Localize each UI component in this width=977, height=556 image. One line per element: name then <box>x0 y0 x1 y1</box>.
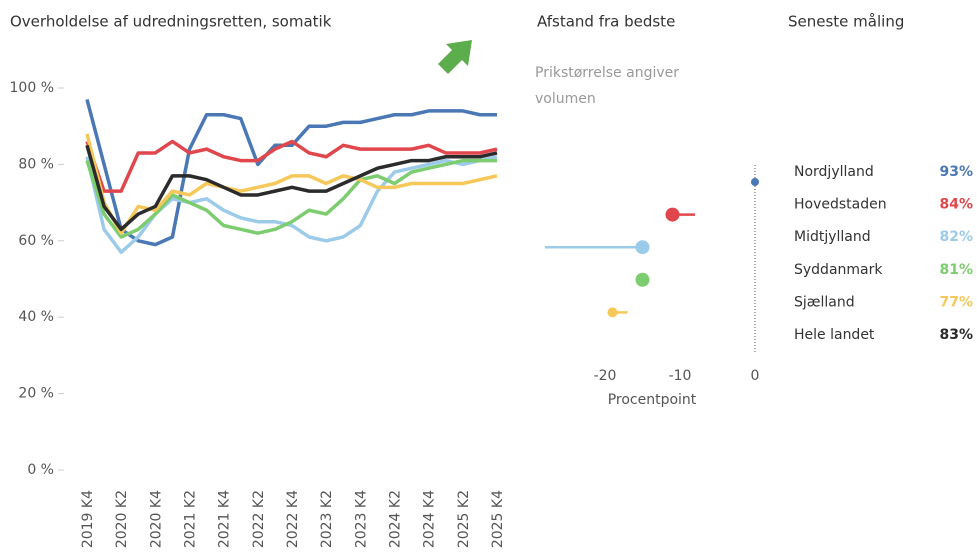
series-line <box>85 139 498 193</box>
list-title: Seneste måling <box>788 13 904 31</box>
y-tick-label: 80 % <box>18 156 54 172</box>
trend-arrow <box>438 40 472 74</box>
dot-chart-subtitle-box: Prikstørrelse angiver volumen <box>535 65 679 107</box>
arrow-icon <box>438 40 472 74</box>
row-name: Sjælland <box>794 294 855 310</box>
row-value: 82% <box>939 229 973 245</box>
y-tick-label: 100 % <box>10 80 54 96</box>
row-value: 93% <box>939 164 973 180</box>
row-name: Midtjylland <box>794 229 871 245</box>
x-tick-label: 2025 K2 <box>456 490 472 548</box>
series-line <box>85 158 497 239</box>
row-name: Nordjylland <box>794 164 874 180</box>
x-tick-label: 2025 K4 <box>490 490 506 548</box>
y-tick-label: 40 % <box>18 309 54 325</box>
x-tick-label: 2022 K4 <box>285 490 301 548</box>
y-tick-label: 0 % <box>27 462 54 478</box>
x-tick-label: 2020 K2 <box>114 490 130 548</box>
x-tick-label: 2021 K4 <box>217 490 233 548</box>
x-tick-label: 2024 K4 <box>422 490 438 548</box>
dot-chart-title: Afstand fra bedste <box>537 13 675 31</box>
x-tick-label: 0 <box>751 368 760 384</box>
dot <box>607 307 618 318</box>
x-tick-label: 2020 K4 <box>148 490 164 548</box>
row-value: 84% <box>939 197 973 213</box>
row-value: 77% <box>939 294 973 310</box>
x-tick-label: 2024 K2 <box>388 490 404 548</box>
x-tick-label: 2023 K4 <box>353 490 369 548</box>
series-line <box>85 144 498 232</box>
row-name: Syddanmark <box>794 262 883 278</box>
row-name: Hovedstaden <box>794 197 887 213</box>
x-axis-label: Procentpoint <box>608 392 697 408</box>
series-line <box>85 155 498 255</box>
series-line <box>85 99 497 247</box>
dot <box>751 178 759 186</box>
dot-chart-subtitle: Prikstørrelse angiver volumen <box>535 65 679 107</box>
x-tick-label: -20 <box>594 368 617 384</box>
row-value: 81% <box>939 262 973 278</box>
dot <box>635 272 650 287</box>
x-tick-label: 2019 K4 <box>80 490 96 548</box>
x-tick-label: -10 <box>669 368 692 384</box>
dot <box>635 240 650 255</box>
y-tick-label: 60 % <box>18 233 54 249</box>
y-tick-label: 20 % <box>18 386 54 402</box>
row-name: Hele landet <box>794 327 875 343</box>
x-tick-label: 2021 K2 <box>183 490 199 548</box>
x-tick-label: 2022 K2 <box>251 490 267 548</box>
dot <box>665 207 680 222</box>
series-line <box>85 133 498 235</box>
row-value: 83% <box>939 327 973 343</box>
x-tick-label: 2023 K2 <box>319 490 335 548</box>
line-chart-title: Overholdelse af udredningsretten, somati… <box>10 13 332 31</box>
